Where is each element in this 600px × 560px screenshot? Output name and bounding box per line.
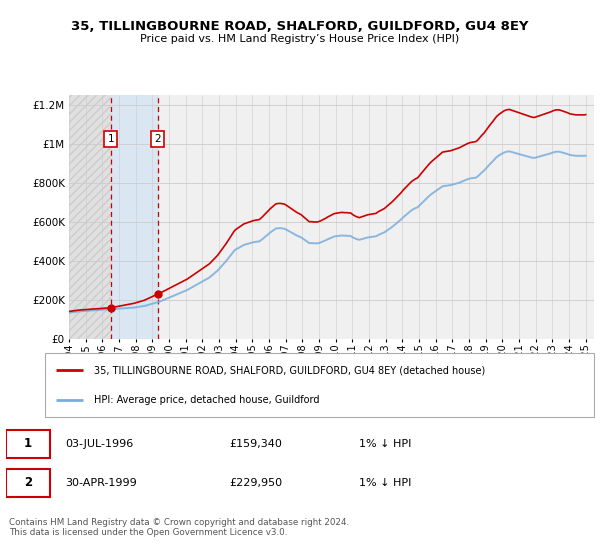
Text: 35, TILLINGBOURNE ROAD, SHALFORD, GUILDFORD, GU4 8EY (detached house): 35, TILLINGBOURNE ROAD, SHALFORD, GUILDF… — [94, 365, 485, 375]
Text: 1: 1 — [24, 437, 32, 450]
Text: Price paid vs. HM Land Registry’s House Price Index (HPI): Price paid vs. HM Land Registry’s House … — [140, 34, 460, 44]
Bar — [69, 95, 110, 339]
Text: 1% ↓ HPI: 1% ↓ HPI — [359, 439, 411, 449]
Text: Contains HM Land Registry data © Crown copyright and database right 2024.
This d: Contains HM Land Registry data © Crown c… — [9, 518, 349, 538]
Text: 2: 2 — [24, 477, 32, 489]
Text: 1: 1 — [107, 134, 114, 144]
FancyBboxPatch shape — [6, 469, 50, 497]
Text: HPI: Average price, detached house, Guildford: HPI: Average price, detached house, Guil… — [94, 395, 320, 405]
Text: 30-APR-1999: 30-APR-1999 — [65, 478, 137, 488]
FancyBboxPatch shape — [6, 430, 50, 458]
FancyBboxPatch shape — [45, 353, 594, 417]
Text: 03-JUL-1996: 03-JUL-1996 — [65, 439, 133, 449]
Text: £229,950: £229,950 — [229, 478, 283, 488]
Text: £159,340: £159,340 — [229, 439, 283, 449]
Text: 1% ↓ HPI: 1% ↓ HPI — [359, 478, 411, 488]
Bar — [69, 95, 110, 339]
Text: 2: 2 — [155, 134, 161, 144]
Text: 35, TILLINGBOURNE ROAD, SHALFORD, GUILDFORD, GU4 8EY: 35, TILLINGBOURNE ROAD, SHALFORD, GUILDF… — [71, 20, 529, 32]
Bar — [110, 95, 158, 339]
